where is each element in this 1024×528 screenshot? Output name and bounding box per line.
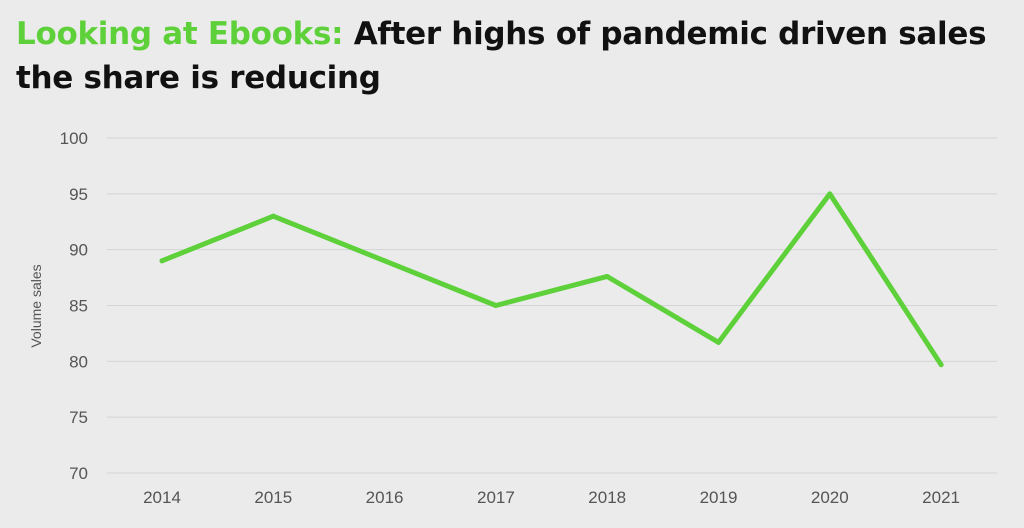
x-tick-label: 2018 [588,488,626,507]
y-tick-label: 90 [69,241,88,260]
data-point [827,191,833,197]
data-point [270,213,276,219]
y-tick-label: 75 [69,408,88,427]
gridlines [107,137,997,474]
x-tick-label: 2014 [143,488,181,507]
x-tick-label: 2020 [811,488,849,507]
x-tick-label: 2021 [922,488,960,507]
data-point [382,258,388,264]
y-tick-label: 85 [69,297,88,316]
x-tick-label: 2015 [254,488,292,507]
data-point [604,273,610,279]
x-axis-ticks: 2014 2015 2016 2017 2018 2019 2020 2021 [143,488,960,507]
x-tick-label: 2016 [366,488,404,507]
title-rest: After highs of pandemic driven sales the… [16,16,987,96]
y-axis-ticks: 70 75 80 85 90 95 100 [60,129,88,483]
title-highlight: Looking at Ebooks: [16,16,344,52]
series-line [159,191,944,368]
chart-title: Looking at Ebooks: After highs of pandem… [16,12,1016,100]
data-point [716,339,721,345]
series-group [159,191,944,368]
data-point [493,303,499,308]
y-tick-label: 95 [69,185,88,204]
x-tick-label: 2019 [700,488,738,507]
y-tick-label: 100 [60,129,88,148]
x-tick-label: 2017 [477,488,515,507]
y-axis-label: Volume sales [28,264,44,347]
y-tick-label: 70 [69,464,88,483]
y-tick-label: 80 [69,352,88,371]
data-point [938,362,944,368]
data-point [159,258,165,264]
